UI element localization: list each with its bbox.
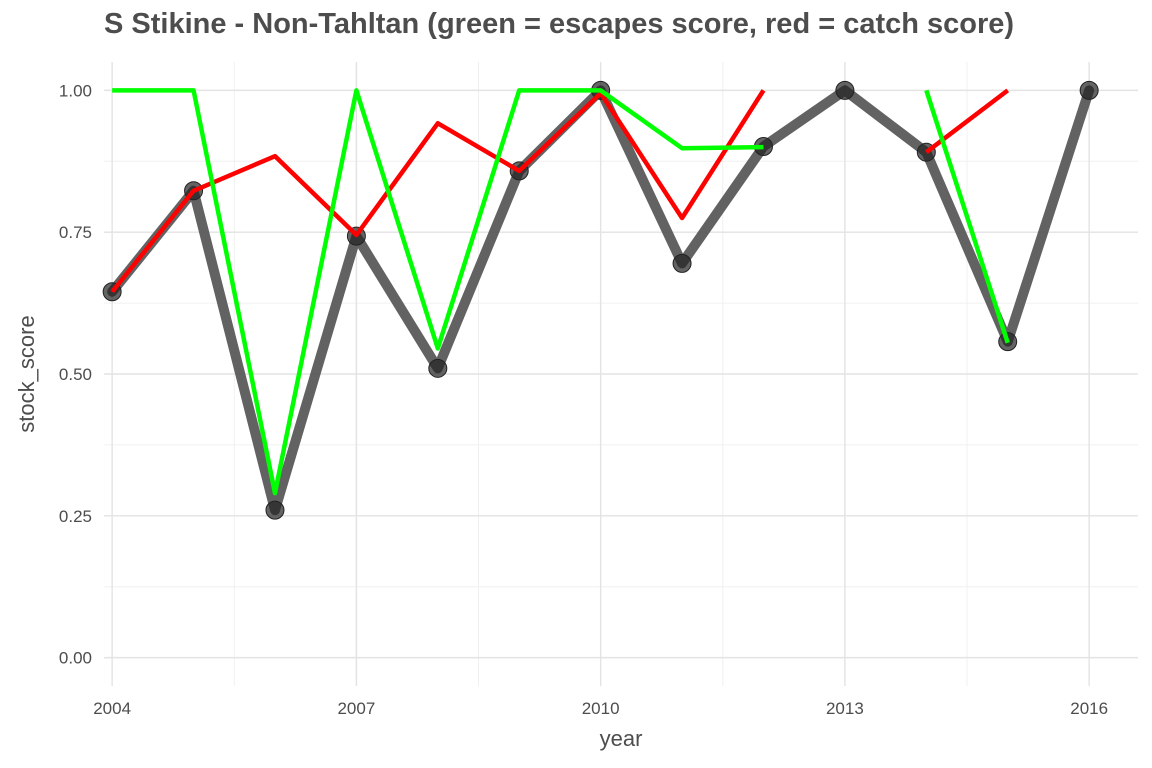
x-tick-label: 2013 xyxy=(826,699,864,718)
y-axis-title: stock_score xyxy=(14,315,39,432)
stock-score-point xyxy=(428,358,448,378)
stock-score-point xyxy=(835,80,855,100)
stock-score-point xyxy=(265,500,285,520)
escapes-score-line xyxy=(924,89,1010,344)
gridlines xyxy=(104,62,1138,686)
escapes-score-line xyxy=(112,88,764,496)
catch-score-line xyxy=(924,88,1010,154)
x-tick-label: 2010 xyxy=(582,699,620,718)
y-tick-label: 0.75 xyxy=(59,223,92,242)
chart-title: S Stikine - Non-Tahltan (green = escapes… xyxy=(104,8,1015,40)
data-series xyxy=(102,80,1099,520)
tick-labels: 2004 2007 2010 2013 2016 0.00 0.25 0.50 0.75 1.00 xyxy=(59,81,1108,718)
y-tick-label: 0.50 xyxy=(59,365,92,384)
stock-score-point xyxy=(672,253,692,273)
x-axis-title: year xyxy=(600,726,643,751)
y-tick-label: 1.00 xyxy=(59,81,92,100)
catch-score-line xyxy=(110,89,766,294)
y-tick-label: 0.25 xyxy=(59,507,92,526)
x-tick-label: 2004 xyxy=(93,699,131,718)
stock-score-point xyxy=(1079,80,1099,100)
y-tick-label: 0.00 xyxy=(59,649,92,668)
x-tick-label: 2016 xyxy=(1070,699,1108,718)
x-tick-label: 2007 xyxy=(337,699,375,718)
